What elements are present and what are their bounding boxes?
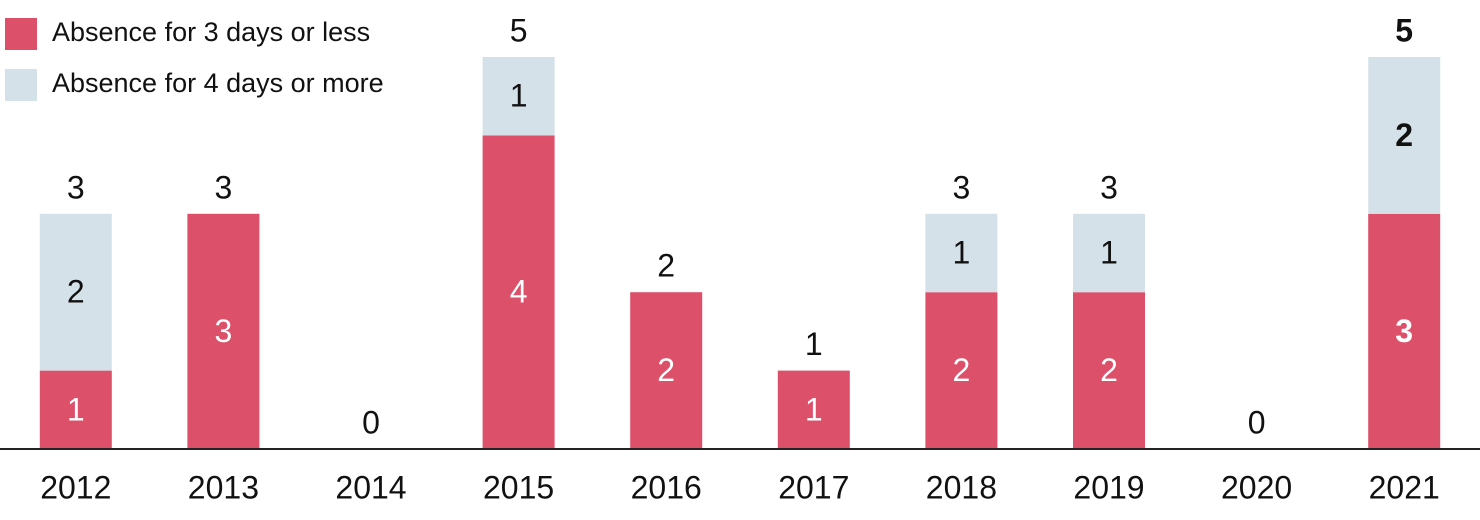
bar-segment [482, 135, 555, 449]
bar-segment [1073, 292, 1145, 449]
bar-segment [482, 57, 555, 136]
segment-label: 1 [67, 391, 85, 427]
total-label: 3 [1100, 169, 1118, 205]
total-label: 0 [362, 404, 380, 440]
segment-label: 1 [953, 234, 971, 270]
x-tick-label: 2020 [1221, 469, 1292, 505]
total-label: 2 [657, 248, 675, 284]
total-label: 0 [1248, 404, 1266, 440]
segment-label: 2 [953, 352, 971, 388]
bar-segment [1368, 57, 1441, 214]
segment-label: 3 [1395, 313, 1413, 349]
legend-label: Absence for 3 days or less [52, 17, 370, 47]
segment-label: 1 [510, 78, 528, 114]
total-label: 1 [805, 326, 823, 362]
bar-segment [1073, 213, 1145, 293]
total-label: 5 [1395, 12, 1413, 48]
segment-label: 3 [215, 313, 233, 349]
x-tick-label: 2013 [188, 469, 259, 505]
segment-label: 1 [805, 391, 823, 427]
x-tick-label: 2015 [483, 469, 554, 505]
x-tick-label: 2016 [631, 469, 702, 505]
segment-label: 2 [1100, 352, 1118, 388]
x-tick-label: 2019 [1073, 469, 1144, 505]
x-tick-label: 2012 [40, 469, 111, 505]
segment-label: 4 [510, 274, 528, 310]
bar-segment [1368, 213, 1441, 449]
segment-label: 2 [1395, 117, 1413, 153]
legend-swatch [5, 18, 37, 50]
bar-segment [39, 370, 112, 449]
x-tick-label: 2018 [926, 469, 997, 505]
x-tick-label: 2014 [335, 469, 406, 505]
bar-segment [187, 213, 260, 449]
segment-label: 2 [67, 274, 85, 310]
legend-swatch [5, 69, 37, 101]
bar-segment [925, 292, 998, 449]
segment-label: 2 [657, 352, 675, 388]
bar-segment [630, 292, 703, 449]
total-label: 5 [510, 12, 528, 48]
x-tick-label: 2021 [1369, 469, 1440, 505]
bar-segment [925, 213, 998, 293]
x-tick-label: 2017 [778, 469, 849, 505]
legend-label: Absence for 4 days or more [52, 68, 384, 98]
bar-segment [777, 370, 850, 449]
bar-segment [39, 213, 112, 371]
total-label: 3 [215, 169, 233, 205]
total-label: 3 [67, 169, 85, 205]
total-label: 3 [953, 169, 971, 205]
segment-label: 1 [1100, 234, 1118, 270]
